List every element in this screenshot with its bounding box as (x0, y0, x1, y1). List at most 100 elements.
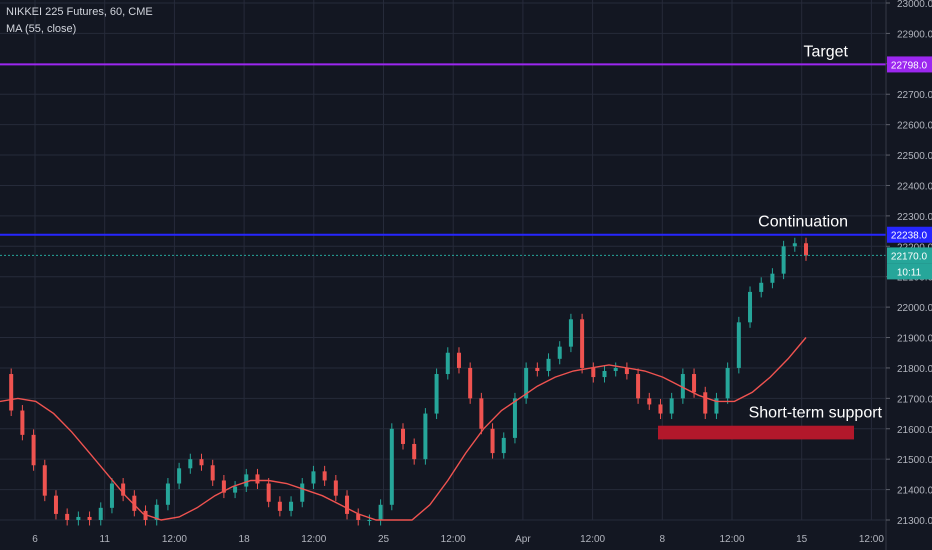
candle-body (725, 367, 730, 399)
candle-body (792, 243, 797, 247)
candle-body (490, 428, 495, 454)
candle-body (557, 346, 562, 359)
candle-body (255, 474, 260, 484)
support-zone-label: Short-term support (749, 405, 883, 422)
support-zone-rect[interactable] (658, 425, 854, 440)
candle-body (121, 483, 126, 496)
x-tick-label: 12:00 (859, 534, 884, 545)
y-tick-label: 22700.0 (897, 90, 932, 101)
candle-body (602, 370, 607, 378)
x-tick-label: 11 (100, 534, 111, 545)
candle-body (378, 504, 383, 520)
candle-body (423, 413, 428, 460)
y-tick-label: 22500.0 (897, 151, 932, 162)
candle-body (401, 428, 405, 444)
candle-body (389, 428, 394, 505)
candle-body (31, 434, 36, 466)
y-tick-label: 21600.0 (897, 425, 932, 436)
y-tick-label: 23000.0 (897, 0, 932, 10)
symbol-title[interactable]: NIKKEI 225 Futures, 60, CME (6, 6, 153, 18)
candle-body (692, 374, 697, 393)
x-tick-label: 12:00 (441, 534, 466, 545)
candle-body (53, 495, 58, 514)
price-level-badge (887, 247, 932, 264)
candle-body (804, 243, 808, 256)
x-tick-label: Apr (515, 534, 531, 545)
countdown-badge (887, 263, 932, 280)
countdown-label: 10:11 (897, 267, 922, 278)
candle-body (165, 483, 170, 505)
candle-body (546, 358, 551, 371)
grid (0, 0, 886, 521)
candle-body (333, 480, 338, 496)
x-tick-label: 25 (378, 534, 390, 545)
price-level-badge (887, 226, 932, 243)
candle-body (244, 474, 249, 487)
candle-body (177, 468, 182, 484)
candle-body (624, 367, 629, 375)
candle-body (322, 471, 327, 481)
candle-body (188, 459, 193, 469)
candle-body (9, 374, 14, 411)
x-tick-label: 8 (660, 534, 666, 545)
candle-body (770, 273, 775, 283)
candle-body (300, 483, 305, 502)
candle-body (636, 374, 641, 399)
y-tick-label: 22000.0 (897, 303, 932, 314)
candle-body (356, 513, 361, 520)
candle-body (154, 504, 159, 520)
candle-body (568, 319, 573, 347)
price-series (9, 237, 808, 526)
candle-body (647, 398, 652, 405)
candle-body (289, 501, 294, 511)
candle-body (658, 404, 663, 414)
y-tick-label: 21700.0 (897, 394, 932, 405)
price-level-badge (887, 56, 932, 73)
candle-body (759, 282, 764, 292)
x-tick-label: 18 (239, 534, 251, 545)
candle-body (501, 437, 506, 454)
candle-body (445, 352, 450, 375)
y-tick-label: 22600.0 (897, 121, 932, 132)
y-tick-label: 21900.0 (897, 334, 932, 345)
candle-body (703, 392, 708, 414)
candle-body (535, 367, 540, 371)
candle-body (199, 459, 204, 466)
price-level-annotation: Target (804, 43, 849, 60)
candle-body (781, 246, 786, 274)
candle-body (65, 513, 70, 520)
candle-body (311, 471, 316, 484)
candle-body (669, 398, 674, 414)
candle-body (591, 367, 596, 378)
time-axis: 6 11 12:00 18 12:00 25 12:00 Apr 12:00 8 12:00 15 12… (32, 534, 884, 545)
price-level-badge-label: 22170.0 (891, 251, 928, 262)
x-tick-label: 15 (796, 534, 808, 545)
candle-body (87, 516, 92, 520)
candle-body (524, 367, 529, 399)
candle-body (434, 374, 439, 414)
moving-average-line (0, 337, 807, 521)
candle-body (479, 398, 484, 429)
y-tick-label: 21300.0 (897, 516, 932, 527)
indicator-legend[interactable]: MA (55, close) (6, 23, 77, 35)
candle-body (580, 319, 585, 368)
candle-body (143, 510, 148, 520)
candle-body (468, 367, 473, 399)
y-tick-label: 21400.0 (897, 486, 932, 497)
y-tick-label: 22400.0 (897, 181, 932, 192)
price-badges: 22798.0 22238.0 22170.0 10:11 (887, 56, 932, 280)
x-tick-label: 6 (32, 534, 38, 545)
candle-body (412, 443, 417, 460)
x-tick-label: 12:00 (719, 534, 744, 545)
candle-body (20, 410, 25, 435)
x-tick-label: 12:00 (580, 534, 605, 545)
candle-body (512, 398, 517, 438)
y-tick-label: 22900.0 (897, 29, 932, 40)
candle-body (736, 322, 741, 368)
x-tick-label: 12:00 (301, 534, 326, 545)
price-level-badge-label: 22238.0 (891, 231, 928, 242)
price-level-badge-label: 22798.0 (891, 60, 928, 71)
y-tick-label: 22300.0 (897, 212, 932, 223)
candle-body (277, 501, 282, 511)
